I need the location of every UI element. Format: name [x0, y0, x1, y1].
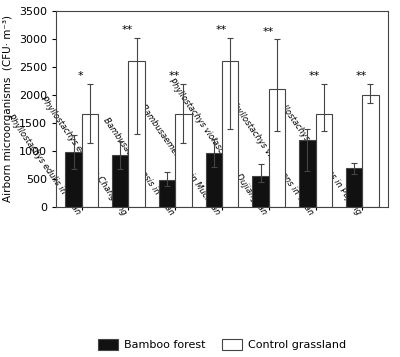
Bar: [346, 169, 362, 207]
Bar: [175, 115, 192, 207]
Bar: [252, 176, 269, 207]
Bar: [112, 155, 128, 207]
Bar: [159, 180, 175, 207]
Bar: [128, 61, 145, 207]
Text: **: **: [169, 71, 180, 81]
Bar: [206, 153, 222, 207]
Text: **: **: [216, 25, 227, 35]
Bar: [269, 89, 285, 207]
Bar: [316, 115, 332, 207]
Text: **: **: [262, 26, 274, 36]
Bar: [65, 152, 82, 207]
Bar: [82, 115, 98, 207]
Text: **: **: [309, 71, 320, 81]
Legend: Bamboo forest, Control grassland: Bamboo forest, Control grassland: [94, 335, 350, 355]
Bar: [222, 61, 238, 207]
Text: *: *: [78, 71, 84, 81]
Bar: [362, 95, 379, 207]
Bar: [299, 140, 316, 207]
Text: **: **: [122, 25, 133, 35]
Y-axis label: Airborn microorganisms  (CFU· m⁻³): Airborn microorganisms (CFU· m⁻³): [3, 15, 13, 202]
Text: **: **: [356, 71, 367, 81]
